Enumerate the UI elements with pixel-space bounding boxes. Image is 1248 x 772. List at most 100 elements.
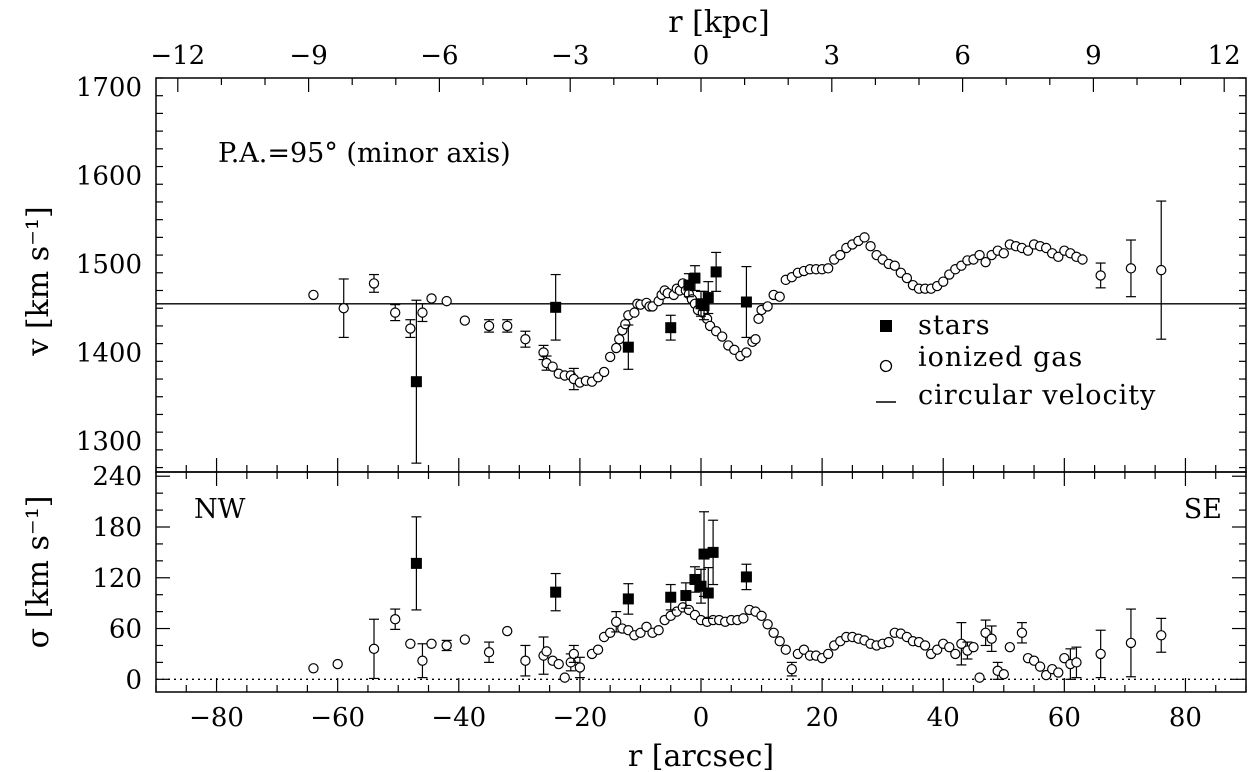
panel-annotation: P.A.=95° (minor axis) <box>218 138 511 169</box>
corner-label-se: SE <box>1184 494 1222 525</box>
y-tick-label: 1400 <box>76 338 142 368</box>
gas-point <box>611 342 622 354</box>
star-point <box>707 546 719 558</box>
gas-point <box>459 315 471 326</box>
gas-point <box>756 610 767 622</box>
gas-point <box>956 638 967 649</box>
gas-point <box>620 318 631 330</box>
gas-point <box>641 621 652 633</box>
y-tick-label: 120 <box>92 564 142 594</box>
gas-point <box>568 648 580 660</box>
gas-point <box>980 627 991 638</box>
y-tick-label: 1700 <box>76 73 142 103</box>
y-axis-title-velocity: v [km s⁻¹] <box>21 206 56 356</box>
star-point <box>680 590 692 602</box>
gas-point <box>998 669 1009 680</box>
star-point <box>550 586 562 598</box>
star-point <box>710 266 722 278</box>
legend-stars-label: stars <box>918 310 991 341</box>
gas-point <box>741 347 752 358</box>
kpc-tick-label: 6 <box>954 41 971 71</box>
gas-point <box>950 648 961 660</box>
gas-point <box>1095 648 1106 660</box>
gas-point <box>762 301 773 312</box>
gas-point <box>592 644 604 655</box>
gas-point <box>1016 627 1028 638</box>
gas-point <box>1156 264 1167 276</box>
gas-point <box>598 366 610 378</box>
gas-point <box>389 307 401 318</box>
x-tick-label: 60 <box>1048 703 1081 733</box>
gas-point <box>553 658 564 670</box>
gas-point <box>822 263 834 274</box>
gas-point <box>520 655 531 666</box>
star-point <box>740 296 752 308</box>
gas-point <box>1040 669 1052 681</box>
gas-point <box>1077 254 1088 265</box>
gas-point <box>368 278 380 289</box>
gas-point <box>574 662 586 673</box>
y-tick-label: 240 <box>92 462 142 492</box>
star-point <box>410 557 422 569</box>
y-tick-label: 1500 <box>76 250 142 280</box>
star-point <box>698 548 710 560</box>
gas-point <box>768 627 779 638</box>
gas-point <box>822 648 834 660</box>
x-tick-label: 0 <box>693 703 710 733</box>
star-point <box>740 571 752 583</box>
gas-point <box>653 625 664 636</box>
gas-point <box>1125 637 1137 649</box>
gas-point <box>604 351 616 363</box>
gas-point <box>426 638 437 649</box>
star-point <box>702 587 714 599</box>
gas-point <box>1034 661 1046 672</box>
gas-point <box>968 641 979 653</box>
kpc-tick-label: 9 <box>1085 41 1102 71</box>
gas-point <box>716 331 728 342</box>
kpc-tick-label: 0 <box>693 41 710 71</box>
dispersion-panel: −80 −60 −40 −20 0 20 40 60 80 r [arcsec] 0 60 120 180… <box>21 462 1247 772</box>
gas-point <box>980 256 991 268</box>
gas-point <box>998 248 1009 259</box>
star-point <box>622 341 634 353</box>
gas-point <box>405 323 416 334</box>
x-axis-title: r [arcsec] <box>628 739 774 772</box>
y-tick-label: 1600 <box>76 161 142 191</box>
star-point <box>665 591 677 603</box>
gas-point <box>1156 630 1167 641</box>
y-tick-label: 180 <box>92 513 142 543</box>
y-tick-label: 0 <box>125 665 142 695</box>
gas-point <box>629 307 640 318</box>
gas-point <box>1022 245 1034 256</box>
gas-point <box>1059 652 1070 664</box>
star-point <box>622 593 634 605</box>
kpc-tick-label: −12 <box>150 41 205 71</box>
x-tick-label: −80 <box>189 703 244 733</box>
gas-point <box>883 636 894 648</box>
gas-point <box>559 672 570 683</box>
gas-point <box>1028 655 1040 666</box>
legend-stars-marker <box>880 320 892 332</box>
gas-point <box>417 655 428 666</box>
legend-circular-label: circular velocity <box>918 380 1156 411</box>
gas-point <box>750 333 761 345</box>
gas-point <box>389 614 401 625</box>
y-tick-label: 1300 <box>76 427 142 457</box>
gas-point <box>368 643 380 655</box>
star-point <box>698 300 710 312</box>
kpc-tick-label: −9 <box>289 41 327 71</box>
velocity-panel: −12 −9 −6 −3 0 3 6 9 12 r [kpc] 1300 1400 1500 1600 17… <box>21 5 1247 473</box>
star-point <box>550 301 562 313</box>
gas-point <box>938 276 949 287</box>
gas-point <box>1125 263 1137 274</box>
kpc-tick-label: 3 <box>824 41 841 71</box>
gas-point <box>1053 667 1064 678</box>
kpc-axis-title: r [kpc] <box>668 5 769 40</box>
gas-point <box>901 272 913 284</box>
gas-point <box>502 320 513 332</box>
gas-point <box>762 619 773 630</box>
y-axis-title-dispersion: σ [km s⁻¹] <box>21 496 56 649</box>
star-point <box>695 580 707 592</box>
kpc-tick-label: −3 <box>551 41 589 71</box>
